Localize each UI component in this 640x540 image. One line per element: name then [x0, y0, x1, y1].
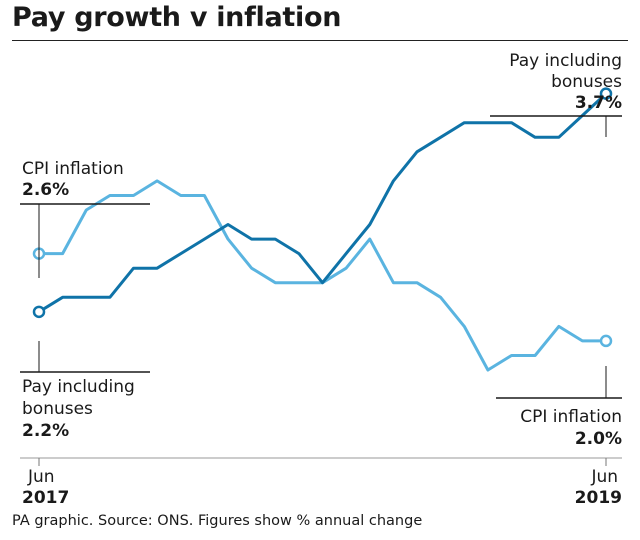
x-tick-label-start-year: 2017	[22, 488, 69, 508]
pay-end-label-line1: Pay including	[509, 51, 622, 71]
series-lines	[32, 87, 613, 372]
series-marker-pay-including-bonuses-start	[32, 305, 46, 319]
x-tick-label-end-month: Jun	[590, 467, 618, 487]
cpi-end-value: 2.0%	[575, 429, 622, 449]
pay-start-label-line1: Pay including	[22, 377, 135, 397]
series-marker-pay-including-bonuses-end	[599, 87, 613, 100]
chart-title: Pay growth v inflation	[12, 2, 342, 33]
cpi-end-label: CPI inflation	[520, 407, 622, 427]
cpi-start-value: 2.6%	[22, 180, 69, 200]
chart-footer-source: PA graphic. Source: ONS. Figures show % …	[12, 513, 423, 529]
cpi-start-label: CPI inflation	[22, 159, 124, 179]
pay-end-label-line2: bonuses	[551, 72, 622, 92]
series-line-pay-including-bonuses	[38, 92, 608, 314]
pay-start-label-line2: bonuses	[22, 399, 93, 419]
x-tick-label-end-year: 2019	[575, 488, 622, 508]
series-line-cpi-inflation	[39, 179, 606, 372]
series-marker-cpi-inflation-end	[599, 334, 613, 348]
title-rule	[12, 40, 628, 41]
pay-start-value: 2.2%	[22, 421, 69, 441]
x-tick-label-start-month: Jun	[27, 467, 55, 487]
pay-end-value: 3.7%	[575, 93, 622, 113]
